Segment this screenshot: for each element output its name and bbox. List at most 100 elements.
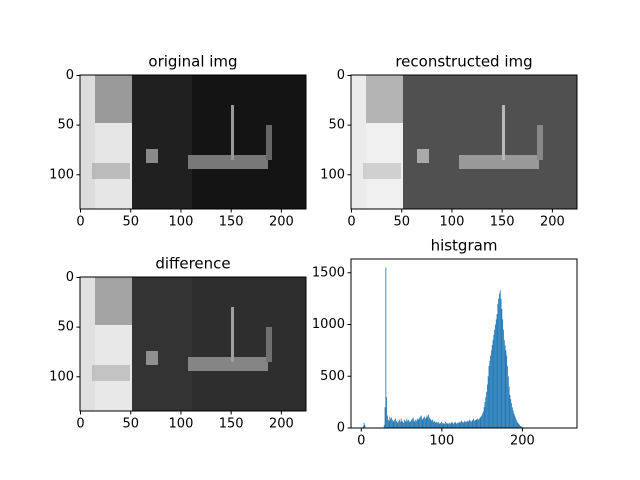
hist-bar — [425, 417, 427, 428]
hist-bar — [465, 421, 467, 428]
hist-bar — [397, 422, 399, 428]
hist-bar — [408, 421, 410, 428]
hist-bar — [471, 420, 473, 428]
hist-bar — [391, 419, 393, 428]
hist-bar — [393, 421, 395, 428]
hist-bar — [512, 410, 514, 428]
hist-bar — [414, 421, 416, 428]
hist-bar — [476, 419, 478, 428]
image-strip — [80, 75, 95, 209]
hist-bar — [407, 420, 409, 428]
axes-frame — [350, 258, 578, 429]
hist-bar — [402, 421, 404, 428]
image-strip — [351, 75, 366, 209]
hist-bar — [516, 421, 518, 428]
hist-bar — [489, 360, 491, 428]
y-tick-label: 0 — [337, 421, 345, 436]
hist-bar — [477, 418, 479, 428]
hist-bar — [424, 418, 426, 428]
axes-title: reconstructed img — [395, 53, 532, 71]
hist-bar — [427, 416, 429, 428]
hist-bar — [505, 350, 507, 428]
hist-bar — [515, 419, 517, 428]
hist-bar — [363, 422, 365, 428]
hist-bar — [519, 425, 521, 428]
hist-bar — [450, 422, 452, 428]
hist-bar — [435, 422, 437, 428]
hist-bar — [486, 384, 488, 428]
hist-bar — [430, 419, 432, 428]
hist-bar — [500, 298, 502, 428]
x-tick-label: 200 — [510, 434, 535, 449]
image-shade — [132, 277, 192, 411]
hist-bar — [426, 415, 428, 428]
hist-bar — [428, 417, 430, 428]
hist-bar — [488, 365, 490, 428]
image-difference — [80, 277, 306, 411]
hist-bar — [484, 402, 486, 428]
axes-title: histgram — [431, 237, 498, 255]
image-strip — [80, 277, 95, 411]
hist-bar — [493, 334, 495, 428]
hist-bar — [403, 422, 404, 428]
hist-bar — [499, 290, 501, 428]
y-tick-label: 500 — [320, 369, 345, 384]
hist-bar — [411, 419, 413, 428]
y-tick-label: 0 — [66, 68, 74, 83]
hist-bar — [364, 424, 366, 428]
hist-bar — [446, 423, 448, 428]
image-block — [95, 277, 132, 325]
hist-bar — [485, 396, 487, 428]
hist-bar — [384, 407, 386, 428]
hist-bar — [521, 426, 523, 428]
hist-bar — [422, 418, 424, 428]
x-tick-label: 0 — [357, 434, 365, 449]
hist-bar — [415, 419, 417, 428]
hist-bar — [434, 421, 436, 428]
hist-bar — [386, 396, 388, 428]
hist-bar — [490, 350, 492, 428]
hist-bar — [445, 422, 447, 428]
hist-bar — [440, 422, 442, 428]
hist-bar — [473, 418, 475, 428]
hist-bar — [448, 423, 450, 428]
x-tick-label: 100 — [429, 434, 454, 449]
hist-bar — [495, 319, 497, 428]
hist-bar — [495, 324, 496, 428]
hist-bar — [433, 420, 435, 428]
hist-bar — [443, 422, 445, 428]
hist-bar — [496, 314, 498, 428]
image-pole — [266, 125, 272, 160]
hist-bar — [508, 386, 510, 428]
image-glyphs — [363, 163, 401, 179]
hist-bar — [413, 420, 415, 428]
hist-bar — [456, 423, 458, 428]
hist-bar — [494, 329, 496, 428]
hist-bar — [396, 421, 398, 428]
hist-bar — [405, 421, 407, 428]
hist-bar — [481, 415, 483, 428]
hist-bar — [389, 416, 391, 428]
hist-bar — [392, 420, 394, 428]
hist-bar — [469, 419, 471, 428]
hist-bar — [438, 422, 440, 428]
hist-bar — [439, 423, 441, 428]
hist-bar — [503, 340, 505, 428]
hist-bar — [461, 421, 463, 428]
hist-bar — [498, 298, 500, 428]
hist-bar — [385, 267, 387, 428]
axes-title: difference — [155, 255, 230, 273]
hist-bar — [492, 340, 494, 428]
hist-bar — [486, 391, 487, 428]
hist-bar — [421, 419, 423, 428]
hist-bar — [445, 421, 446, 428]
image-shade — [132, 75, 192, 209]
image-pole — [231, 307, 234, 362]
y-tick-label: 0 — [337, 68, 345, 83]
axes-frame — [350, 74, 578, 210]
y-tick-label: 100 — [320, 167, 345, 182]
hist-bar — [517, 422, 519, 428]
hist-bar — [416, 418, 418, 428]
hist-bar — [472, 419, 474, 428]
